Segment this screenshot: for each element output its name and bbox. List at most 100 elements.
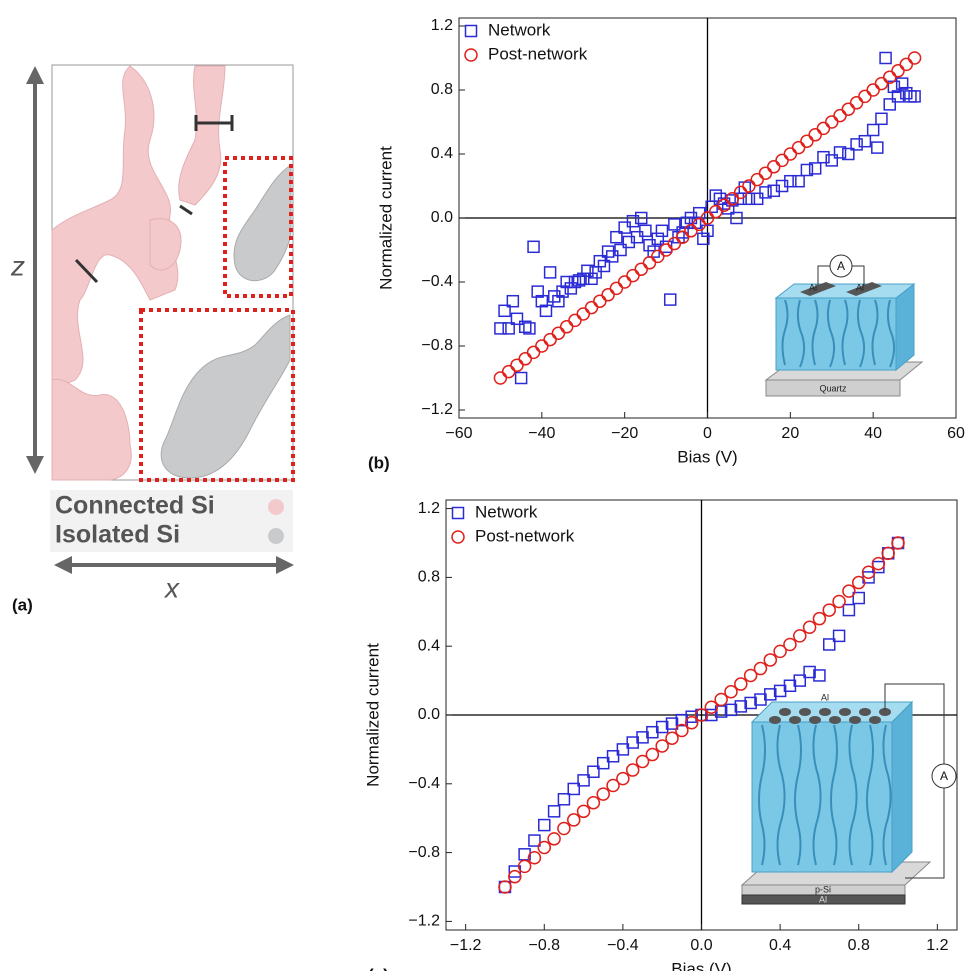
marker	[557, 793, 571, 806]
marker	[866, 123, 880, 137]
marker	[556, 285, 569, 298]
marker	[651, 249, 665, 264]
marker	[730, 211, 743, 225]
marker	[557, 821, 571, 836]
marker	[577, 774, 590, 787]
marker	[643, 238, 656, 252]
marker	[543, 266, 557, 279]
marker	[630, 230, 644, 244]
y-tick-label: 1.2	[418, 500, 440, 517]
marker	[675, 230, 690, 244]
marker	[585, 272, 598, 286]
marker	[813, 669, 826, 682]
marker	[858, 134, 872, 148]
marker	[634, 211, 648, 225]
marker	[519, 320, 532, 334]
legend-label: Post-network	[475, 526, 575, 545]
marker	[527, 851, 542, 865]
marker	[763, 653, 778, 667]
legend-marker	[451, 506, 465, 520]
marker	[742, 192, 756, 206]
marker	[817, 150, 830, 164]
marker	[684, 224, 698, 238]
y-tick-label: −0.8	[408, 844, 440, 861]
marker	[773, 644, 787, 659]
inset-contact: Al	[821, 692, 829, 702]
marker	[825, 154, 838, 167]
marker	[808, 128, 822, 142]
marker	[802, 620, 817, 635]
marker	[750, 192, 764, 206]
marker	[724, 703, 738, 717]
marker	[709, 204, 723, 219]
marker	[783, 637, 797, 652]
marker	[833, 108, 847, 123]
marker	[539, 304, 553, 318]
x-label: x	[163, 572, 180, 603]
marker	[812, 611, 827, 626]
marker	[852, 591, 865, 605]
marker	[904, 90, 917, 103]
panel-label: (b)	[368, 453, 390, 472]
marker	[551, 326, 566, 340]
marker	[833, 146, 847, 159]
marker	[577, 272, 590, 286]
x-tick-label: 0	[703, 425, 712, 442]
marker	[700, 211, 715, 225]
marker	[568, 313, 582, 328]
marker	[528, 834, 541, 847]
marker	[651, 232, 665, 246]
inset-c: A Al p-Si Al	[740, 683, 957, 905]
marker	[900, 86, 913, 100]
panel-label: (c)	[368, 965, 389, 971]
marker	[697, 232, 710, 246]
marker	[667, 236, 682, 251]
marker	[642, 256, 657, 270]
marker	[572, 274, 586, 287]
marker	[753, 661, 768, 676]
marker	[635, 754, 650, 769]
marker	[891, 64, 905, 78]
marker	[596, 756, 610, 770]
chart: −60 −40 −20 0 20 40 60 −1.2 −0.8 −0.4 0.0 0.4 0.8 1.2…	[368, 17, 965, 472]
legend-label: Connected Si	[55, 492, 215, 520]
marker	[576, 804, 591, 819]
marker	[800, 163, 814, 177]
marker	[750, 172, 764, 187]
y-tick-label: −1.2	[421, 401, 453, 418]
marker	[616, 771, 630, 786]
legend-marker	[464, 48, 478, 62]
legend-box	[50, 490, 293, 552]
marker	[694, 708, 709, 722]
connected-si-render	[51, 65, 226, 481]
marker	[842, 584, 856, 598]
x-axis-label: Bias (V)	[671, 959, 731, 971]
marker	[744, 696, 757, 710]
marker	[800, 134, 814, 148]
marker	[875, 112, 888, 126]
x-tick-label: −20	[611, 425, 638, 442]
marker	[502, 322, 515, 335]
x-tick-label: 1.2	[926, 937, 948, 954]
y-tick-label: −1.2	[408, 913, 440, 930]
marker	[498, 304, 511, 318]
marker	[849, 96, 864, 110]
marker	[647, 245, 660, 258]
x-tick-label: 0.4	[769, 937, 791, 954]
marker	[568, 275, 582, 289]
marker	[508, 869, 522, 884]
marker	[597, 259, 611, 273]
marker	[908, 90, 921, 103]
marker	[784, 174, 797, 188]
legend-label: Network	[488, 20, 551, 39]
marker	[891, 536, 905, 550]
marker	[517, 859, 532, 874]
distance-markers	[74, 115, 234, 284]
marker	[866, 83, 880, 97]
marker	[552, 294, 565, 308]
marker	[734, 677, 748, 691]
x-tick-label: −0.4	[607, 937, 639, 954]
marker	[665, 731, 679, 745]
marker	[793, 629, 807, 643]
legend-marker	[451, 530, 465, 544]
